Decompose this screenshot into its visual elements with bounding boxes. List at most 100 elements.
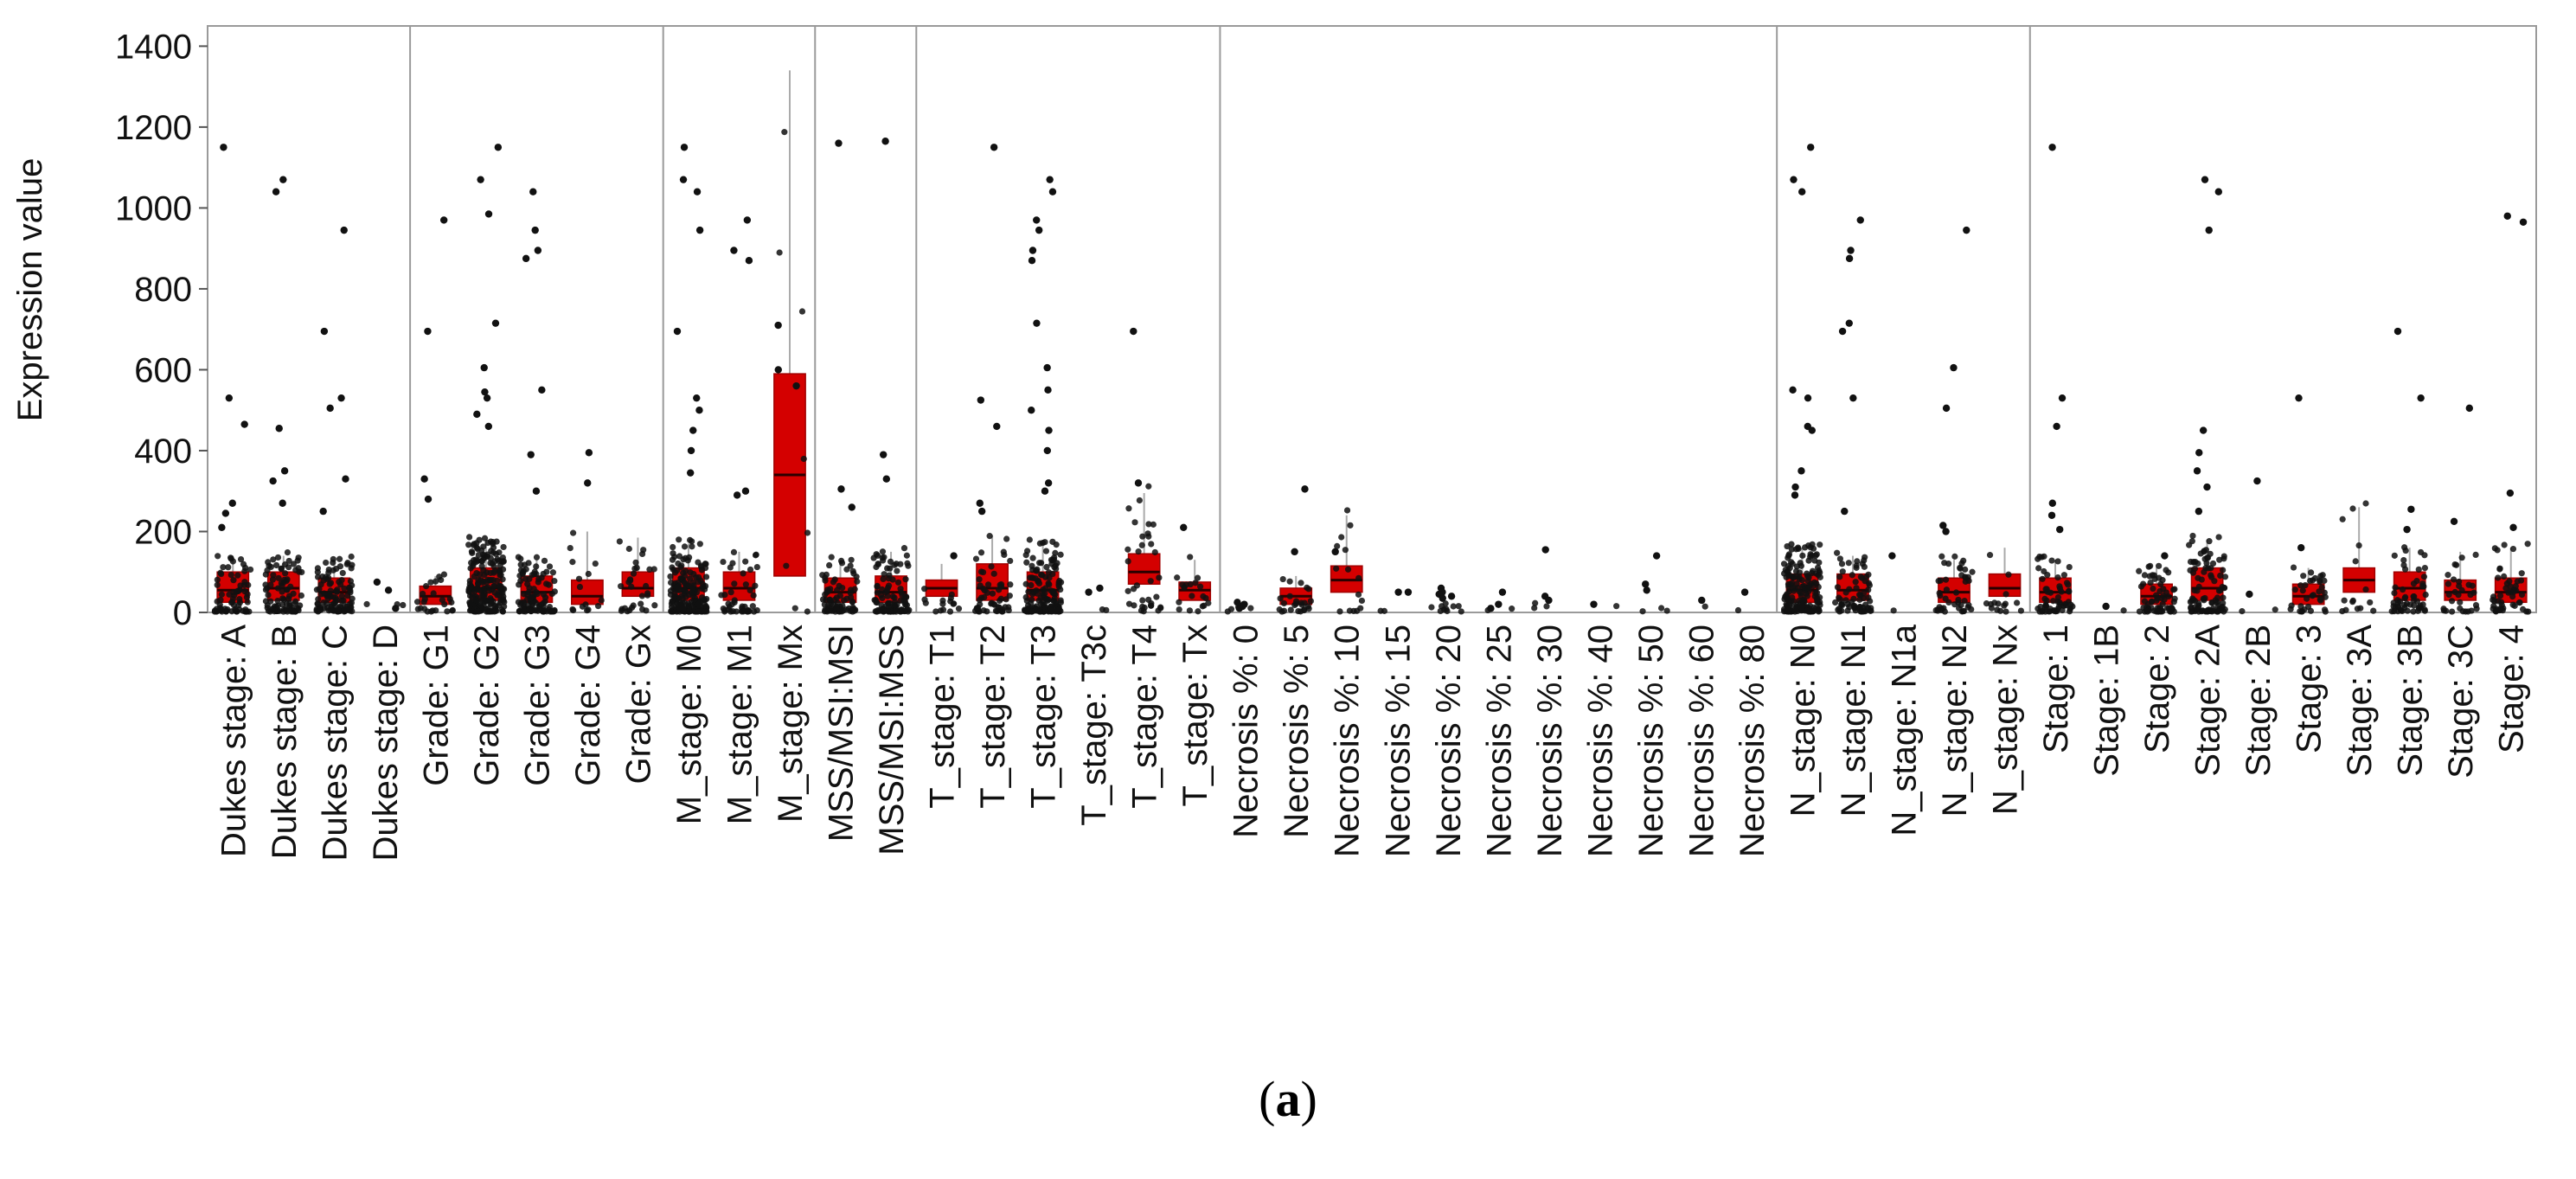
data-point (427, 579, 434, 586)
data-point (262, 598, 270, 605)
outlier-point (774, 321, 782, 330)
data-point (290, 608, 297, 615)
data-point (341, 585, 348, 592)
outlier-point (1048, 188, 1057, 195)
outlier-point (1487, 605, 1495, 612)
data-point (598, 597, 605, 604)
data-point (243, 593, 251, 601)
data-point (2299, 587, 2306, 594)
data-point (932, 608, 939, 615)
category-label: T_stage: T3c (1075, 625, 1113, 826)
data-point (2159, 600, 2166, 607)
outlier-point (240, 420, 248, 428)
data-point (548, 608, 555, 615)
outlier-point (977, 396, 985, 404)
data-point (2195, 583, 2202, 590)
data-point (1785, 551, 1793, 558)
data-point (1196, 583, 1204, 590)
data-point (549, 569, 557, 576)
data-point (240, 561, 247, 567)
data-point (477, 593, 485, 600)
data-point (1962, 566, 1969, 573)
data-point (1138, 541, 1145, 548)
data-point (889, 576, 896, 583)
outlier-point (2403, 525, 2411, 534)
data-point (594, 603, 602, 610)
outlier-point (2509, 523, 2517, 532)
data-point (465, 587, 472, 595)
data-point (2213, 599, 2220, 606)
data-point (2202, 565, 2209, 572)
outlier-point (695, 226, 704, 234)
data-point (2220, 585, 2228, 592)
outlier-point (527, 451, 535, 458)
data-point (1125, 587, 1131, 594)
data-point (1334, 542, 1341, 549)
data-point (468, 559, 475, 567)
data-point (339, 569, 346, 577)
data-point (515, 554, 522, 561)
data-point (2491, 598, 2498, 605)
data-point (2057, 601, 2064, 608)
data-point (2297, 603, 2304, 610)
data-point (1028, 574, 1035, 581)
outlier-point (1845, 254, 1854, 263)
outlier-point (2161, 552, 2169, 560)
data-point (1865, 586, 1872, 593)
category-label: Dukes stage: B (266, 625, 304, 859)
data-point (1965, 577, 1972, 585)
data-point (1952, 589, 1960, 596)
data-point (1055, 583, 1062, 590)
data-point (698, 563, 705, 571)
data-point (1789, 580, 1796, 586)
data-point (1437, 607, 1444, 615)
data-point (841, 597, 848, 604)
data-point (267, 581, 274, 588)
data-point (1043, 563, 1050, 571)
data-point (2148, 599, 2156, 606)
data-point (922, 599, 929, 606)
data-point (1836, 594, 1842, 601)
category-label: Stage: 3 (2291, 625, 2329, 753)
data-point (2490, 602, 2497, 609)
data-point (1007, 581, 1014, 588)
data-point (1280, 599, 1287, 607)
outlier-point (673, 327, 682, 336)
data-point (241, 567, 248, 574)
data-point (670, 543, 676, 551)
outlier-point (532, 487, 541, 495)
data-point (1145, 521, 1152, 528)
data-point (879, 594, 886, 602)
data-point (1176, 606, 1182, 613)
data-point (2220, 599, 2227, 606)
data-point (721, 591, 728, 599)
outlier-point (743, 216, 752, 224)
data-point (946, 608, 954, 615)
data-point (1333, 565, 1340, 572)
data-point (269, 576, 276, 583)
data-point (1942, 576, 1950, 583)
data-point (2310, 592, 2316, 599)
data-point (2066, 588, 2073, 595)
outlier-point (484, 422, 493, 431)
data-point (487, 577, 495, 584)
data-point (282, 570, 289, 577)
data-point (2401, 604, 2408, 612)
outlier-point (326, 404, 334, 413)
data-point (2060, 572, 2068, 579)
outlier-point (373, 578, 381, 586)
outlier-point (1028, 257, 1036, 265)
data-point (849, 599, 856, 606)
data-point (492, 550, 499, 558)
outlier-point (1235, 605, 1244, 612)
outlier-point (2048, 499, 2057, 507)
data-point (535, 576, 542, 583)
data-point (1028, 581, 1035, 589)
data-point (1007, 557, 1014, 565)
data-point (2339, 516, 2346, 522)
outlier-point (1849, 394, 1857, 402)
data-point (2163, 567, 2169, 573)
outlier-point (2503, 212, 2511, 220)
data-point (747, 586, 753, 594)
data-point (687, 575, 694, 582)
